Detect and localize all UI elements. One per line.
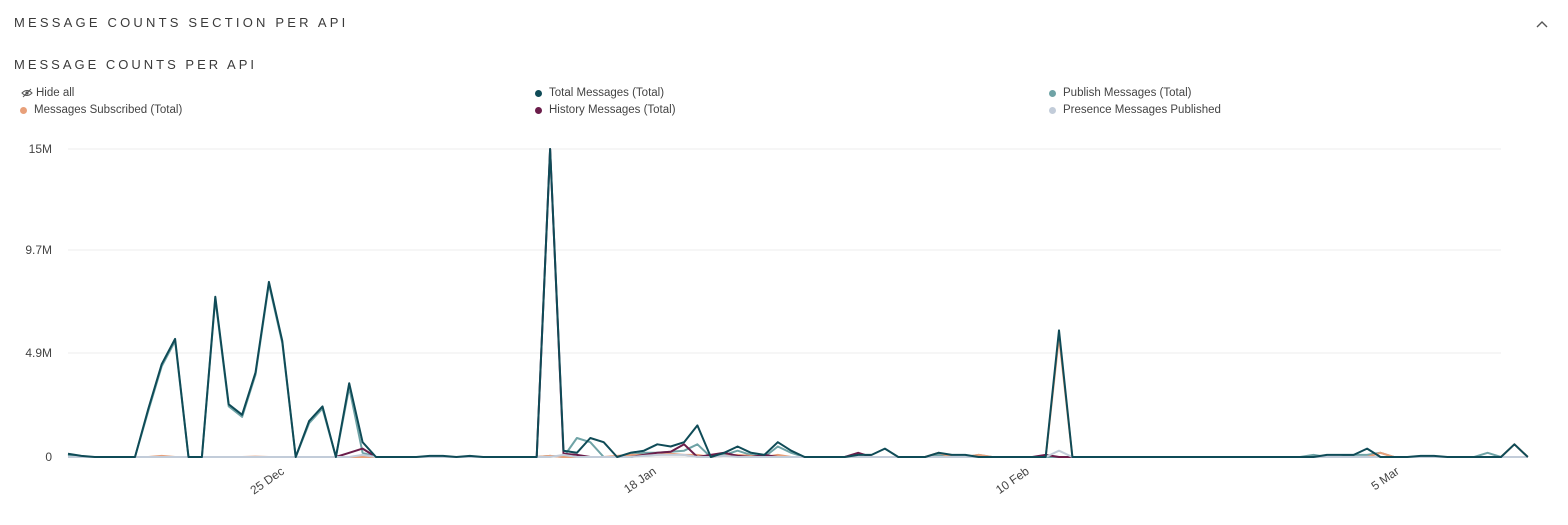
series-line-publish <box>67 283 1502 458</box>
y-tick-label: 15M <box>29 142 52 156</box>
legend-label: History Messages (Total) <box>549 104 676 116</box>
hide-all-button[interactable]: Hide all <box>21 86 74 100</box>
y-tick-label: 9.7M <box>25 243 52 257</box>
legend-dot <box>535 89 542 97</box>
section-header: MESSAGE COUNTS SECTION PER API <box>14 14 1554 34</box>
legend-item-total[interactable]: Total Messages (Total) <box>535 86 664 100</box>
legend-item-history[interactable]: History Messages (Total) <box>535 103 676 117</box>
legend-label: Presence Messages Published <box>1063 104 1221 116</box>
x-tick-label: 18 Jan <box>621 464 659 496</box>
y-tick-label: 4.9M <box>25 346 52 360</box>
legend-dot <box>1049 106 1056 114</box>
chart-title: MESSAGE COUNTS PER API <box>14 57 257 72</box>
legend-label: Total Messages (Total) <box>549 87 665 99</box>
grid-layer <box>68 148 1501 458</box>
y-tick-label: 0 <box>45 450 52 464</box>
legend-label: Messages Subscribed (Total) <box>34 104 183 116</box>
chevron-up-icon <box>1536 21 1548 28</box>
x-tick-label: 5 Mar <box>1369 464 1402 493</box>
hide-all-label: Hide all <box>36 87 75 99</box>
x-tick-label: 10 Feb <box>993 464 1032 497</box>
eye-slash-icon <box>21 88 33 98</box>
legend-dot <box>535 106 542 114</box>
legend-dot <box>20 106 27 114</box>
section-title: MESSAGE COUNTS SECTION PER API <box>14 15 349 30</box>
legend-label: Publish Messages (Total) <box>1063 87 1192 99</box>
legend-dot <box>1049 89 1056 97</box>
axis-layer: 0 4.9M 9.7M 15M 25 Dec 18 Jan 10 Feb 5 Mar <box>25 142 1401 497</box>
series-layer <box>67 148 1529 458</box>
series-line-total <box>67 148 1529 458</box>
series-line-subscribed <box>68 335 1529 458</box>
collapse-button[interactable] <box>1532 14 1552 34</box>
legend-item-presence[interactable]: Presence Messages Published <box>1049 103 1221 117</box>
legend-item-publish[interactable]: Publish Messages (Total) <box>1049 86 1191 100</box>
legend-item-subscribed[interactable]: Messages Subscribed (Total) <box>20 103 182 117</box>
x-tick-label: 25 Dec <box>248 464 287 497</box>
series-line-history <box>68 148 1528 458</box>
